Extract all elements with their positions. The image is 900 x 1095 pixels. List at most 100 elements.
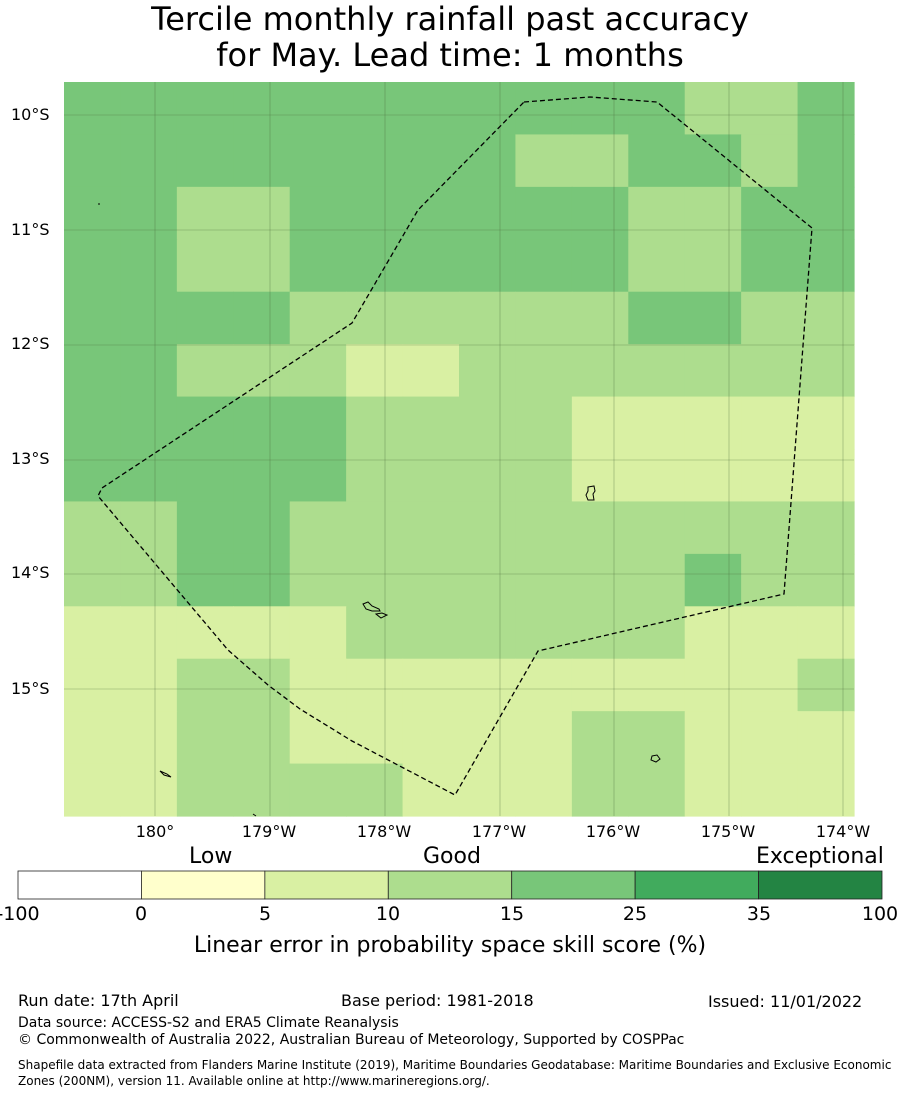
skill-cell [176,291,234,345]
skill-cell [571,186,629,240]
colorbar [17,870,883,900]
skill-cell [346,658,404,712]
skill-cell [684,606,742,660]
skill-cell [459,396,517,450]
skill-cell [628,449,686,503]
skill-cell [628,396,686,450]
skill-cell [176,606,234,660]
skill-cell [684,134,742,188]
data-source: Data source: ACCESS-S2 and ERA5 Climate … [18,1015,399,1031]
skill-cell [233,82,291,136]
skill-cell [797,763,855,817]
skill-cell [797,449,855,503]
skill-cell [459,239,517,293]
skill-cell [289,396,347,450]
skill-cell [402,449,460,503]
lat-label-14s: 14°S [11,563,50,582]
skill-cell [233,396,291,450]
lon-label-177w: 177°W [471,822,527,841]
skill-cell [571,291,629,345]
skill-cell [233,501,291,555]
skill-cell [571,449,629,503]
skill-cell [402,763,460,817]
skill-cell [628,291,686,345]
skill-cell [289,763,347,817]
skill-cell [120,501,178,555]
map-title-line-1: Tercile monthly rainfall past accuracy [151,0,749,38]
colorbar-tick: 25 [622,903,648,925]
skill-cell [684,186,742,240]
map-title-line-2: for May. Lead time: 1 months [216,36,684,74]
run-date: Run date: 17th April [18,991,179,1010]
skill-cell [515,134,573,188]
colorbar-segment [17,870,142,900]
skill-cell [176,763,234,817]
skill-cell [797,606,855,660]
skill-cell [459,344,517,398]
skill-cell [64,396,122,450]
skill-cell [289,344,347,398]
skill-cell [233,553,291,607]
skill-cell [233,186,291,240]
skill-cell [459,134,517,188]
skill-cell [571,501,629,555]
colorbar-tick: 15 [499,903,525,925]
skill-cell [628,553,686,607]
skill-cell [120,239,178,293]
skill-cell [176,134,234,188]
skill-cell [684,501,742,555]
skill-cell [346,344,404,398]
lon-label-179w: 179°W [241,822,297,841]
skill-cell [64,82,122,136]
island-outline [650,754,661,763]
skill-cell [797,186,855,240]
skill-cell [515,501,573,555]
skill-cell [64,763,122,817]
skill-cell [289,186,347,240]
skill-cell [684,291,742,345]
lon-label-178w: 178°W [356,822,412,841]
skill-cell [459,291,517,345]
skill-cell [459,82,517,136]
skill-cell [402,82,460,136]
island-outline [362,601,381,612]
skill-cell [233,658,291,712]
skill-cell [176,501,234,555]
skill-cell [402,658,460,712]
lon-label-180: 180° [135,822,175,841]
skill-cell [571,658,629,712]
skill-cell [515,658,573,712]
skill-cell [176,711,234,765]
skill-cell [684,553,742,607]
skill-cell [459,501,517,555]
skill-cell [402,553,460,607]
skill-cell [515,239,573,293]
skill-cell [402,291,460,345]
skill-cell [628,606,686,660]
colorbar-tick: 10 [375,903,401,925]
skill-cell [628,711,686,765]
skill-cell [741,291,799,345]
skill-cell [515,711,573,765]
skill-cell [797,134,855,188]
colorbar-category-low: Low [189,844,233,869]
skill-cell [64,553,122,607]
skill-cell [459,553,517,607]
skill-cell [176,239,234,293]
skill-cell [346,553,404,607]
skill-cell [571,606,629,660]
colorbar-segment [634,870,759,900]
skill-cell [64,186,122,240]
lon-label-176w: 176°W [585,822,641,841]
skill-cell [289,553,347,607]
skill-cell [176,82,234,136]
skill-cell [289,82,347,136]
skill-cell [176,344,234,398]
skill-cell [346,763,404,817]
skill-cell [515,763,573,817]
issued-date: Issued: 11/01/2022 [708,992,863,1011]
skill-cell [628,501,686,555]
skill-cell [120,711,178,765]
skill-cell [571,763,629,817]
skill-cell [684,711,742,765]
